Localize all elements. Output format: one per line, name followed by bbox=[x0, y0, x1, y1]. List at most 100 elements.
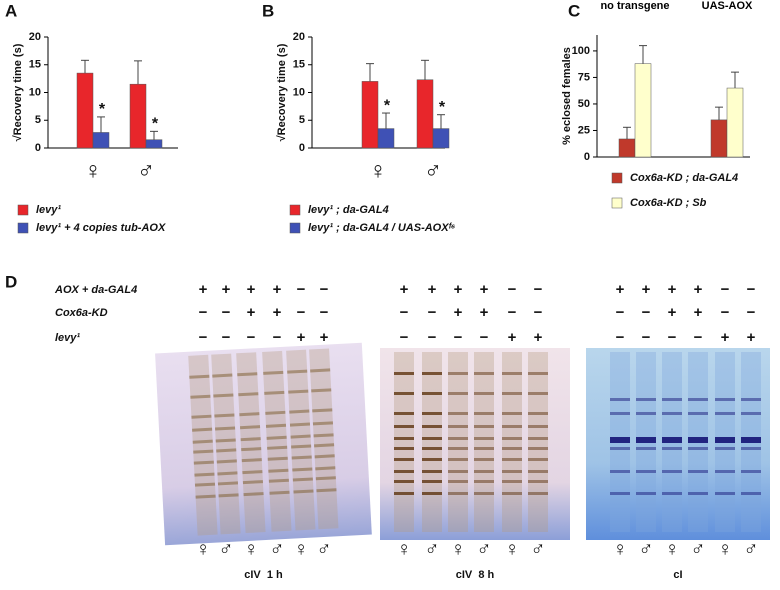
band bbox=[216, 459, 237, 464]
lane bbox=[394, 352, 414, 532]
x-tick-label: ♀ bbox=[369, 157, 387, 184]
sign: − bbox=[428, 304, 437, 321]
band bbox=[394, 492, 414, 495]
band bbox=[448, 492, 468, 495]
panel-letter: A bbox=[5, 1, 17, 20]
bar bbox=[92, 132, 110, 149]
sign: − bbox=[297, 281, 306, 298]
gel-caption: cIV 1 h bbox=[244, 569, 283, 581]
band bbox=[394, 437, 414, 440]
lane-label: ♂ bbox=[639, 538, 654, 560]
lane bbox=[262, 350, 292, 532]
sign: + bbox=[400, 281, 409, 298]
lane-label: ♀ bbox=[244, 538, 259, 560]
band bbox=[194, 482, 216, 487]
band bbox=[502, 492, 522, 495]
band bbox=[422, 412, 442, 415]
sign: + bbox=[222, 281, 231, 298]
band bbox=[741, 470, 761, 473]
band bbox=[502, 470, 522, 473]
y-tick-label: 20 bbox=[293, 31, 305, 43]
band bbox=[448, 470, 468, 473]
band bbox=[290, 434, 311, 439]
band bbox=[610, 470, 630, 473]
sign: + bbox=[721, 329, 730, 346]
gel-image bbox=[155, 342, 372, 546]
band bbox=[528, 425, 548, 428]
band bbox=[741, 398, 761, 401]
band bbox=[715, 412, 735, 415]
band bbox=[315, 466, 336, 471]
band bbox=[289, 422, 311, 427]
band bbox=[189, 374, 210, 379]
bar bbox=[129, 83, 147, 149]
sign: + bbox=[428, 281, 437, 298]
lane bbox=[211, 353, 241, 535]
band bbox=[688, 398, 708, 401]
sign: − bbox=[247, 329, 256, 346]
sign: + bbox=[694, 281, 703, 298]
sign: − bbox=[400, 329, 409, 346]
band bbox=[636, 447, 656, 450]
category-box: no transgene bbox=[600, 0, 669, 12]
lane-label: ♂ bbox=[425, 538, 440, 560]
lane-label: ♀ bbox=[397, 538, 412, 560]
y-tick-label: 0 bbox=[584, 151, 590, 163]
sign: − bbox=[747, 304, 756, 321]
lane-label: ♂ bbox=[219, 538, 234, 560]
band bbox=[237, 372, 258, 377]
band bbox=[266, 435, 287, 440]
band bbox=[448, 480, 468, 483]
band bbox=[314, 443, 335, 448]
band bbox=[688, 412, 708, 415]
lane-label: ♀ bbox=[505, 538, 520, 560]
y-tick-label: 100 bbox=[572, 45, 590, 57]
y-tick-label: 5 bbox=[35, 114, 41, 126]
band bbox=[662, 447, 682, 450]
band bbox=[217, 481, 239, 486]
band bbox=[394, 458, 414, 461]
sign: + bbox=[508, 329, 517, 346]
band bbox=[264, 390, 285, 395]
legend-swatch bbox=[611, 197, 623, 209]
gel-background bbox=[155, 342, 372, 546]
band bbox=[636, 437, 656, 443]
sign: − bbox=[320, 304, 329, 321]
band bbox=[688, 437, 708, 443]
lane-label: ♀ bbox=[665, 538, 680, 560]
band bbox=[528, 470, 548, 473]
legend-label: Cox6a-KD ; da-GAL4 bbox=[630, 172, 738, 184]
band bbox=[422, 480, 442, 483]
y-axis-label: √Recovery time (s) bbox=[12, 43, 24, 141]
band bbox=[241, 447, 262, 452]
y-tick-label: 15 bbox=[29, 59, 41, 71]
band bbox=[474, 458, 494, 461]
band bbox=[293, 489, 314, 494]
band bbox=[448, 372, 468, 375]
band bbox=[243, 492, 264, 497]
sign: − bbox=[747, 281, 756, 298]
gel-background bbox=[586, 348, 770, 540]
y-tick-label: 20 bbox=[29, 31, 41, 43]
legend-label: levy¹ + 4 copies tub-AOX bbox=[36, 222, 166, 234]
legend-swatch bbox=[17, 204, 29, 216]
sign: + bbox=[642, 281, 651, 298]
band bbox=[502, 412, 522, 415]
sign: − bbox=[534, 281, 543, 298]
legend-swatch bbox=[611, 172, 623, 184]
band bbox=[195, 494, 216, 499]
band bbox=[502, 447, 522, 450]
band bbox=[474, 412, 494, 415]
lane-label: ♀ bbox=[718, 538, 733, 560]
bar bbox=[618, 138, 636, 158]
lane-label: ♀ bbox=[451, 538, 466, 560]
band bbox=[394, 447, 414, 450]
sign: − bbox=[721, 281, 730, 298]
sign: + bbox=[747, 329, 756, 346]
band bbox=[474, 372, 494, 375]
gel-caption: cI bbox=[673, 569, 682, 581]
sign: − bbox=[320, 281, 329, 298]
legend-label: Cox6a-KD ; Sb bbox=[630, 197, 707, 209]
lane-label: ♂ bbox=[270, 538, 285, 560]
band bbox=[610, 412, 630, 415]
